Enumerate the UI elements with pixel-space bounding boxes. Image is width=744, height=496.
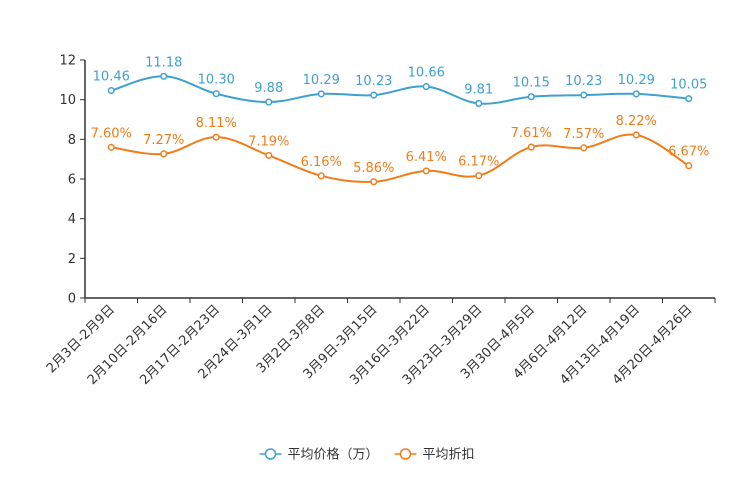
data-label: 6.67% xyxy=(668,145,709,160)
data-point[interactable] xyxy=(265,151,273,159)
data-point[interactable] xyxy=(422,167,430,175)
data-label: 7.57% xyxy=(563,127,604,142)
y-tick-label: 8 xyxy=(68,133,76,148)
data-point[interactable] xyxy=(422,83,430,91)
data-label: 6.41% xyxy=(406,150,447,165)
data-label: 7.19% xyxy=(248,134,289,149)
data-label: 7.60% xyxy=(91,126,132,141)
data-label: 8.22% xyxy=(616,114,657,129)
series-line xyxy=(111,133,690,183)
y-tick-label: 12 xyxy=(59,54,76,69)
data-label: 10.29 xyxy=(303,73,340,88)
data-label: 10.46 xyxy=(93,70,130,85)
y-tick-label: 6 xyxy=(68,173,76,188)
series-layer: 10.46 11.18 10.30 9.88 10.29 10.23 10.66 9.81 10… xyxy=(91,55,709,186)
data-label: 11.18 xyxy=(145,55,182,70)
data-label: 6.17% xyxy=(458,155,499,170)
data-label: 9.81 xyxy=(464,82,493,97)
data-point[interactable] xyxy=(107,86,115,95)
y-tick-label: 0 xyxy=(68,292,76,307)
series-2: 7.60% 7.27% 8.11% 7.19% 6.16% 5.86% 6.41% 6.17%… xyxy=(91,114,709,186)
data-point[interactable] xyxy=(632,131,640,139)
data-label: 10.23 xyxy=(355,74,392,89)
data-point[interactable] xyxy=(632,90,640,98)
data-point[interactable] xyxy=(160,72,168,80)
data-point[interactable] xyxy=(475,99,483,107)
series-1: 10.46 11.18 10.30 9.88 10.29 10.23 10.66 9.81 10… xyxy=(93,55,707,107)
data-label: 10.15 xyxy=(513,76,550,91)
data-point[interactable] xyxy=(212,90,220,98)
y-tick-label: 2 xyxy=(68,252,76,267)
data-point[interactable] xyxy=(317,90,325,98)
legend[interactable]: 平均价格（万） 平均折扣 xyxy=(259,447,475,463)
legend-marker-icon xyxy=(399,448,412,460)
data-point[interactable] xyxy=(317,172,325,180)
legend-marker-icon xyxy=(264,448,277,460)
data-point[interactable] xyxy=(580,91,588,99)
data-label: 9.88 xyxy=(254,81,283,96)
legend-label: 平均折扣 xyxy=(423,448,475,463)
data-point[interactable] xyxy=(370,91,378,99)
data-label: 10.30 xyxy=(198,73,235,88)
data-point[interactable] xyxy=(527,143,535,151)
data-point[interactable] xyxy=(107,143,115,151)
data-point[interactable] xyxy=(685,162,693,170)
legend-item-2[interactable]: 平均折扣 xyxy=(394,448,475,463)
data-point[interactable] xyxy=(265,98,273,106)
data-label: 5.86% xyxy=(353,161,394,176)
data-point[interactable] xyxy=(212,133,220,141)
series-line xyxy=(110,75,689,105)
data-label: 7.27% xyxy=(143,133,184,148)
data-label: 7.61% xyxy=(511,126,552,141)
data-label: 6.16% xyxy=(301,155,342,170)
axes: 0246810122月3日-2月9日2月10日-2月16日2月17日-2月23日… xyxy=(44,54,716,388)
data-label: 10.23 xyxy=(565,74,602,89)
data-point[interactable] xyxy=(527,93,535,101)
legend-label: 平均价格（万） xyxy=(288,447,379,463)
data-point[interactable] xyxy=(580,144,588,152)
data-point[interactable] xyxy=(685,95,693,103)
data-point[interactable] xyxy=(160,150,168,158)
y-tick-label: 4 xyxy=(68,212,76,227)
data-label: 10.29 xyxy=(618,73,655,88)
legend-item-1[interactable]: 平均价格（万） xyxy=(259,447,379,463)
data-label: 10.66 xyxy=(408,66,445,81)
data-point[interactable] xyxy=(370,178,378,186)
y-tick-label: 10 xyxy=(59,93,76,108)
data-label: 10.05 xyxy=(670,78,707,93)
data-label: 8.11% xyxy=(196,116,237,131)
data-point[interactable] xyxy=(475,172,483,180)
